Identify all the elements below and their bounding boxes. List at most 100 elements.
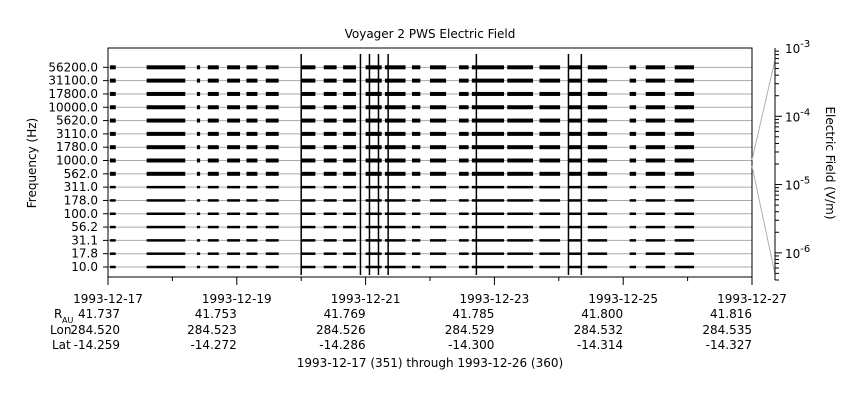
data-segment <box>109 212 116 215</box>
data-segment <box>539 145 561 150</box>
data-segment <box>458 158 469 163</box>
data-segment <box>568 185 582 189</box>
data-segment <box>323 171 337 176</box>
data-segment <box>246 91 258 96</box>
data-segment <box>265 65 279 70</box>
data-segment <box>196 265 201 269</box>
ephemeris-label-lon: Lon <box>50 323 71 337</box>
data-segment <box>146 118 186 123</box>
data-segment <box>507 212 534 215</box>
data-segment <box>629 91 637 96</box>
data-segment <box>301 252 316 255</box>
data-segment <box>146 105 186 110</box>
data-segment <box>587 158 608 163</box>
data-segment <box>196 131 201 136</box>
data-segment <box>411 65 421 70</box>
data-segment <box>365 65 382 70</box>
data-segment <box>196 225 201 229</box>
data-segment <box>430 185 447 189</box>
data-segment <box>539 185 561 189</box>
data-segment <box>539 199 561 202</box>
data-segment <box>301 131 316 136</box>
data-segment <box>227 65 241 70</box>
data-segment <box>343 78 356 83</box>
data-segment <box>343 212 356 215</box>
data-segment <box>323 252 337 255</box>
data-segment <box>645 239 666 242</box>
data-segment <box>674 65 695 70</box>
data-segment <box>471 171 505 176</box>
data-segment <box>246 158 258 163</box>
data-segment <box>109 158 116 163</box>
data-segment <box>411 239 421 242</box>
data-segment <box>343 91 356 96</box>
data-segment <box>568 199 582 202</box>
data-segment <box>365 171 382 176</box>
data-segment <box>587 225 608 229</box>
data-segment <box>227 158 241 163</box>
data-segment <box>411 105 421 110</box>
data-segment <box>471 225 505 229</box>
data-segment <box>629 158 637 163</box>
data-segment <box>674 131 695 136</box>
data-segment <box>674 78 695 83</box>
data-segment <box>384 185 406 189</box>
data-segment <box>568 65 582 70</box>
data-segment <box>629 131 637 136</box>
data-segment <box>301 91 316 96</box>
data-segment <box>568 158 582 163</box>
data-segment <box>265 185 279 189</box>
data-segment <box>146 171 186 176</box>
data-segment <box>507 199 534 202</box>
y-tick-label: 10000.0 <box>48 100 98 114</box>
data-segment <box>645 78 666 83</box>
data-segment <box>265 145 279 150</box>
data-segment <box>674 225 695 229</box>
data-segment <box>246 265 258 269</box>
data-segment <box>265 252 279 255</box>
data-segment <box>227 118 241 123</box>
data-segment <box>430 199 447 202</box>
data-segment <box>645 158 666 163</box>
data-segment <box>629 225 637 229</box>
data-segment <box>507 91 534 96</box>
data-segment <box>265 158 279 163</box>
data-segment <box>301 212 316 215</box>
data-segment <box>645 145 666 150</box>
data-segment <box>629 65 637 70</box>
x-tick-label: 1993-12-17 <box>73 292 143 306</box>
data-segment <box>539 118 561 123</box>
data-segment <box>265 199 279 202</box>
data-segment <box>430 158 447 163</box>
data-segment <box>265 118 279 123</box>
data-segment <box>471 91 505 96</box>
data-segment <box>629 145 637 150</box>
data-segment <box>430 105 447 110</box>
data-segment <box>471 118 505 123</box>
data-segment <box>343 131 356 136</box>
data-segment <box>146 91 186 96</box>
data-segment <box>384 212 406 215</box>
data-segment <box>587 105 608 110</box>
data-segment <box>343 145 356 150</box>
ephemeris-r-value: 41.785 <box>452 307 494 321</box>
y-tick-label: 17.8 <box>71 247 98 261</box>
data-segment <box>458 78 469 83</box>
chart-title: Voyager 2 PWS Electric Field <box>345 27 516 41</box>
data-segment <box>384 239 406 242</box>
data-segment <box>568 131 582 136</box>
data-segment <box>207 225 219 229</box>
data-segment <box>246 145 258 150</box>
data-segment <box>146 131 186 136</box>
data-segment <box>365 239 382 242</box>
data-segment <box>246 185 258 189</box>
data-segment <box>471 252 505 255</box>
data-segment <box>539 212 561 215</box>
colorbar-connector <box>751 59 776 161</box>
data-segment <box>207 171 219 176</box>
data-segment <box>343 158 356 163</box>
colorbar-tick-label: 10-4 <box>785 107 810 124</box>
